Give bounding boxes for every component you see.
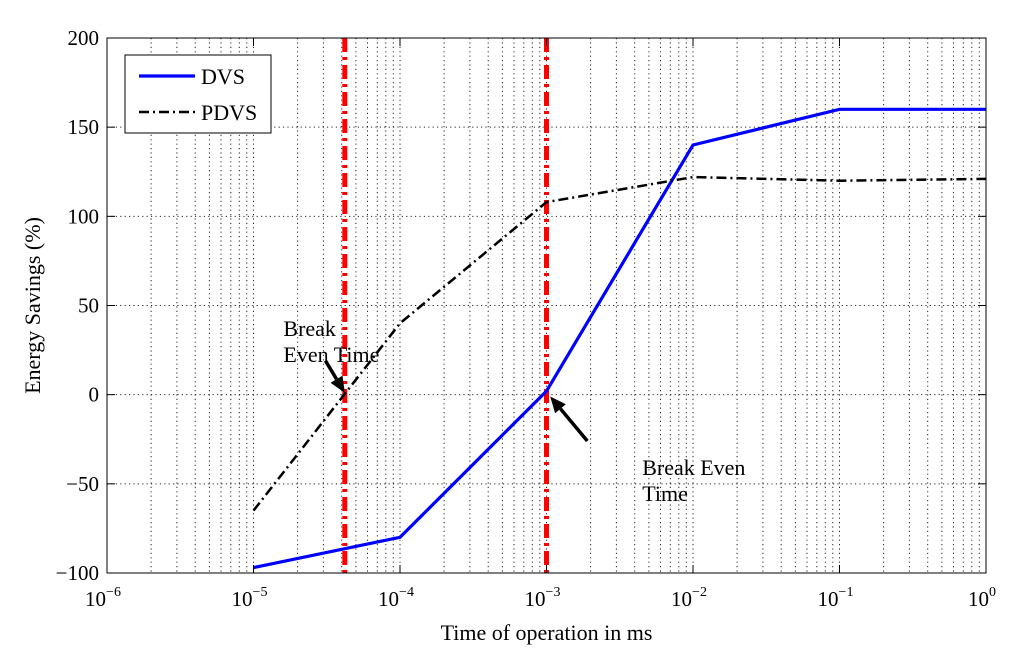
series-line-pdvs bbox=[252, 175, 987, 512]
annotation-text-break-even-left: Break Even Time bbox=[283, 316, 379, 367]
arrow-shaft-break-even-left bbox=[323, 359, 339, 381]
y-tick-label: 100 bbox=[68, 204, 100, 228]
y-tick-label: 200 bbox=[68, 26, 100, 50]
series-lines bbox=[252, 107, 987, 570]
x-tick-label: 100 bbox=[968, 585, 996, 611]
y-tick-label: 0 bbox=[89, 383, 100, 407]
x-tick-label: 10−3 bbox=[525, 585, 561, 611]
x-axis-label: Time of operation in ms bbox=[441, 620, 653, 645]
series-line-dvs bbox=[253, 107, 986, 570]
break-even-lines bbox=[342, 38, 549, 573]
axis-ticks: 10−6 10−5 10−4 10−3 10−2 10−1 100 −100 −50 0 50 100… bbox=[56, 26, 996, 611]
y-tick-label: −100 bbox=[56, 561, 99, 585]
x-tick-label: 10−2 bbox=[671, 585, 707, 611]
annotations: Break Even Time Break Even Time bbox=[283, 316, 745, 506]
y-tick-label: 50 bbox=[78, 294, 99, 318]
y-axis-label: Energy Savings (%) bbox=[20, 217, 45, 394]
legend: DVS PDVS bbox=[124, 54, 272, 134]
arrow-head-break-even-right bbox=[550, 396, 566, 414]
y-tick-label: −50 bbox=[66, 472, 99, 496]
x-tick-label: 10−4 bbox=[378, 585, 414, 611]
x-tick-label: 10−6 bbox=[85, 585, 121, 611]
x-tick-label: 10−5 bbox=[232, 585, 268, 611]
arrow-head-break-even-left bbox=[330, 375, 345, 393]
legend-label-dvs: DVS bbox=[201, 64, 245, 89]
legend-label-pdvs: PDVS bbox=[201, 100, 257, 125]
y-tick-label: 150 bbox=[68, 115, 100, 139]
x-tick-label: 10−1 bbox=[818, 585, 854, 611]
legend-box bbox=[124, 54, 272, 134]
annotation-text-break-even-right: Break Even Time bbox=[642, 455, 745, 506]
arrow-shaft-break-even-right bbox=[559, 407, 589, 443]
